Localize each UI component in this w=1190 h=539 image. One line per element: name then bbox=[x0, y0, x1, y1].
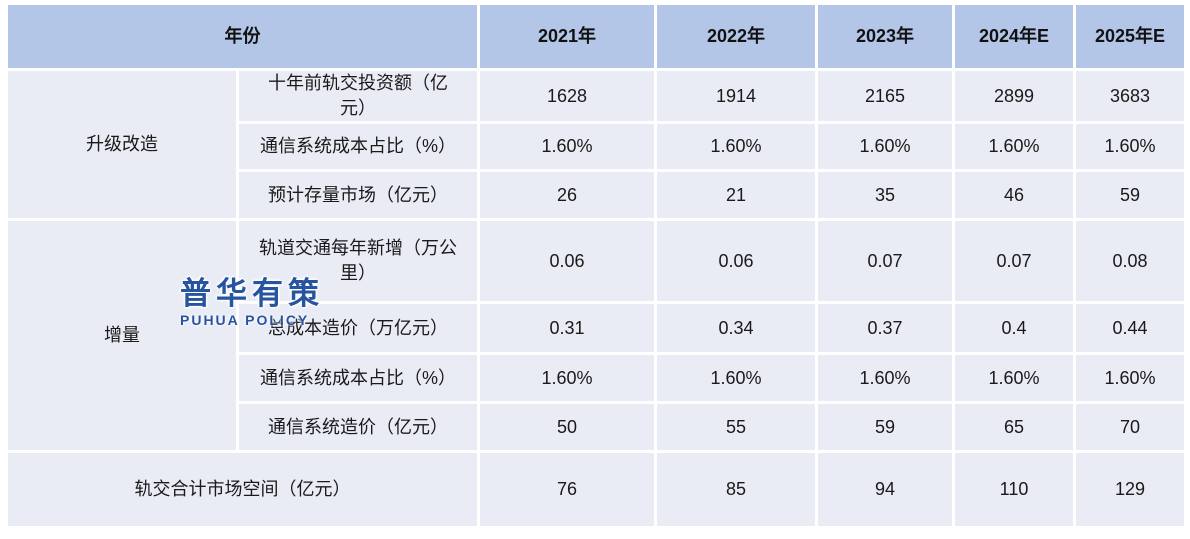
value-cell: 59 bbox=[818, 404, 952, 451]
table-row: 通信系统造价（亿元） 50 55 59 65 70 bbox=[8, 404, 1184, 451]
value-cell: 0.44 bbox=[1076, 304, 1184, 353]
row-label-cell: 预计存量市场（亿元） bbox=[239, 172, 477, 219]
value-cell: 21 bbox=[657, 172, 815, 219]
value-cell: 3683 bbox=[1076, 71, 1184, 122]
table-row: 预计存量市场（亿元） 26 21 35 46 59 bbox=[8, 172, 1184, 219]
row-label-cell: 通信系统成本占比（%） bbox=[239, 355, 477, 402]
value-cell: 0.07 bbox=[955, 221, 1073, 302]
value-cell: 0.37 bbox=[818, 304, 952, 353]
value-cell: 0.31 bbox=[480, 304, 654, 353]
value-cell: 70 bbox=[1076, 404, 1184, 451]
value-cell: 85 bbox=[657, 453, 815, 527]
row-label-cell: 总成本造价（万亿元） bbox=[239, 304, 477, 353]
table-row: 升级改造 十年前轨交投资额（亿元） 1628 1914 2165 2899 36… bbox=[8, 71, 1184, 219]
row-label-cell: 通信系统造价（亿元） bbox=[239, 404, 477, 451]
value-cell: 94 bbox=[818, 453, 952, 527]
value-cell: 0.06 bbox=[480, 221, 654, 302]
row-label-cell: 轨道交通每年新增（万公里） bbox=[239, 221, 477, 302]
header-cell-2021: 2021年 bbox=[480, 5, 654, 68]
value-cell: 2899 bbox=[955, 71, 1073, 122]
value-cell: 35 bbox=[818, 172, 952, 219]
value-cell: 129 bbox=[1076, 453, 1184, 527]
total-label-cell: 轨交合计市场空间（亿元） bbox=[8, 453, 477, 527]
value-cell: 1914 bbox=[657, 71, 815, 122]
value-cell: 0.4 bbox=[955, 304, 1073, 353]
value-cell: 0.08 bbox=[1076, 221, 1184, 302]
value-cell: 0.07 bbox=[818, 221, 952, 302]
header-cell-2022: 2022年 bbox=[657, 5, 815, 68]
header-cell-2024e: 2024年E bbox=[955, 5, 1073, 68]
row-label-cell: 十年前轨交投资额（亿元） bbox=[239, 71, 477, 122]
value-cell: 46 bbox=[955, 172, 1073, 219]
value-cell: 1.60% bbox=[818, 355, 952, 402]
table-row: 通信系统成本占比（%） 1.60% 1.60% 1.60% 1.60% 1.60… bbox=[8, 124, 1184, 170]
value-cell: 65 bbox=[955, 404, 1073, 451]
value-cell: 55 bbox=[657, 404, 815, 451]
value-cell: 0.34 bbox=[657, 304, 815, 353]
value-cell: 50 bbox=[480, 404, 654, 451]
table-row: 增量 轨道交通每年新增（万公里） 0.06 0.06 0.07 0.07 0.0… bbox=[8, 221, 1184, 451]
value-cell: 1.60% bbox=[1076, 124, 1184, 170]
value-cell: 0.06 bbox=[657, 221, 815, 302]
header-cell-2025e: 2025年E bbox=[1076, 5, 1184, 68]
value-cell: 110 bbox=[955, 453, 1073, 527]
value-cell: 59 bbox=[1076, 172, 1184, 219]
value-cell: 1.60% bbox=[657, 355, 815, 402]
value-cell: 1.60% bbox=[955, 124, 1073, 170]
group-cell-upgrade: 升级改造 bbox=[8, 71, 236, 219]
table-row: 总成本造价（万亿元） 0.31 0.34 0.37 0.4 0.44 bbox=[8, 304, 1184, 353]
value-cell: 1.60% bbox=[480, 355, 654, 402]
value-cell: 26 bbox=[480, 172, 654, 219]
value-cell: 1.60% bbox=[818, 124, 952, 170]
table-row: 通信系统成本占比（%） 1.60% 1.60% 1.60% 1.60% 1.60… bbox=[8, 355, 1184, 402]
market-size-table: 年份 2021年 2022年 2023年 2024年E 2025年E 升级改造 … bbox=[5, 2, 1187, 529]
value-cell: 76 bbox=[480, 453, 654, 527]
value-cell: 1.60% bbox=[657, 124, 815, 170]
value-cell: 1.60% bbox=[1076, 355, 1184, 402]
total-row: 轨交合计市场空间（亿元） 76 85 94 110 129 bbox=[8, 453, 1184, 527]
header-row: 年份 2021年 2022年 2023年 2024年E 2025年E bbox=[8, 5, 1184, 68]
value-cell: 2165 bbox=[818, 71, 952, 122]
group-cell-increment: 增量 bbox=[8, 221, 236, 451]
header-cell-year: 年份 bbox=[8, 5, 477, 68]
value-cell: 1.60% bbox=[955, 355, 1073, 402]
value-cell: 1.60% bbox=[480, 124, 654, 170]
value-cell: 1628 bbox=[480, 71, 654, 122]
header-cell-2023: 2023年 bbox=[818, 5, 952, 68]
row-label-cell: 通信系统成本占比（%） bbox=[239, 124, 477, 170]
